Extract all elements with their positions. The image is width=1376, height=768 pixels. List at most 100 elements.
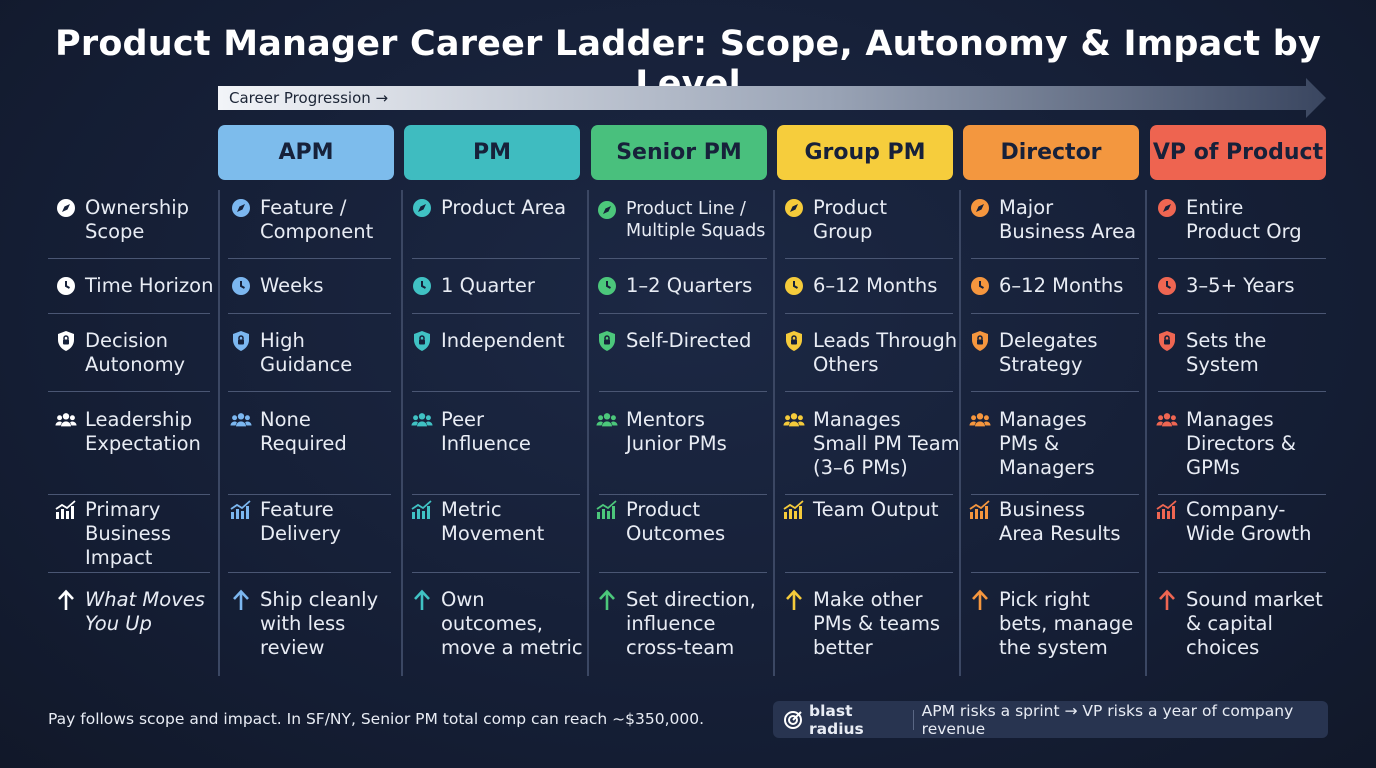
ladder-cell: Ship cleanly with less review: [230, 588, 410, 660]
clock-icon: [55, 274, 77, 298]
row-divider: [599, 258, 767, 259]
row-divider: [785, 258, 953, 259]
row-divider: [785, 572, 953, 573]
ladder-cell-text: Metric Movement: [441, 498, 545, 545]
row-divider: [228, 391, 391, 392]
level-header-apm: APM: [218, 125, 394, 180]
blast-radius-badge: blast radius APM risks a sprint → VP ris…: [773, 701, 1328, 738]
people-icon: [55, 408, 77, 432]
column-divider: [587, 190, 589, 676]
row-divider: [971, 313, 1139, 314]
target-icon: [783, 710, 803, 730]
ladder-cell-text: Major Business Area: [999, 196, 1137, 243]
ladder-cell: 6–12 Months: [783, 274, 963, 298]
ladder-cell-text: Mentors Junior PMs: [626, 408, 727, 455]
arrow-up-icon: [969, 588, 991, 612]
ladder-cell-text: Manages Directors & GPMs: [1186, 408, 1296, 479]
row-divider: [599, 494, 767, 495]
compass-icon: [230, 196, 252, 220]
row-divider: [412, 572, 580, 573]
row-label: What Moves You Up: [55, 588, 215, 636]
ladder-cell: Product Group: [783, 196, 963, 244]
ladder-cell-text: Product Line / Multiple Squads: [626, 199, 766, 241]
row-divider: [228, 572, 391, 573]
ladder-cell-text: Leads Through Others: [813, 329, 958, 376]
row-divider: [971, 391, 1139, 392]
column-divider: [218, 190, 220, 676]
arrow-up-icon: [596, 588, 618, 612]
ladder-cell: Manages Directors & GPMs: [1156, 408, 1326, 480]
row-divider: [971, 494, 1139, 495]
ladder-cell: Team Output: [783, 498, 963, 522]
ladder-cell: Product Outcomes: [596, 498, 776, 546]
row-divider: [971, 258, 1139, 259]
career-progression-label: Career Progression →: [229, 89, 389, 107]
ladder-cell: Metric Movement: [411, 498, 591, 546]
row-label-text: Ownership Scope: [85, 196, 189, 243]
ladder-cell-text: Manages Small PM Team (3–6 PMs): [813, 408, 960, 479]
ladder-cell: Pick right bets, manage the system: [969, 588, 1149, 660]
compass-icon: [969, 196, 991, 220]
shield-lock-icon: [411, 329, 433, 353]
ladder-cell: Feature Delivery: [230, 498, 410, 546]
row-divider: [228, 313, 391, 314]
row-label-text: Primary Business Impact: [85, 498, 171, 569]
clock-icon: [411, 274, 433, 298]
level-header-group-pm: Group PM: [777, 125, 953, 180]
ladder-cell: Company- Wide Growth: [1156, 498, 1326, 546]
row-divider: [228, 258, 391, 259]
ladder-cell: Major Business Area: [969, 196, 1149, 244]
ladder-cell-text: Sets the System: [1186, 329, 1267, 376]
row-divider: [1158, 494, 1326, 495]
ladder-cell-text: 1 Quarter: [441, 274, 535, 297]
badge-text: APM risks a sprint → VP risks a year of …: [921, 701, 1294, 738]
row-divider: [599, 391, 767, 392]
ladder-cell-text: High Guidance: [260, 329, 353, 376]
ladder-cell: 3–5+ Years: [1156, 274, 1326, 298]
ladder-cell-text: Entire Product Org: [1186, 196, 1302, 243]
people-icon: [1156, 408, 1178, 432]
compass-icon: [783, 196, 805, 220]
level-header-senior-pm: Senior PM: [591, 125, 767, 180]
shield-lock-icon: [1156, 329, 1178, 353]
shield-lock-icon: [596, 329, 618, 353]
level-header-pm: PM: [404, 125, 580, 180]
row-label-text: What Moves You Up: [85, 588, 205, 635]
ladder-cell-text: Make other PMs & teams better: [813, 588, 941, 659]
people-icon: [596, 408, 618, 432]
footer-note: Pay follows scope and impact. In SF/NY, …: [48, 710, 705, 728]
row-divider: [228, 494, 391, 495]
chart-up-icon: [411, 498, 433, 522]
arrow-up-icon: [783, 588, 805, 612]
row-divider: [971, 572, 1139, 573]
ladder-cell: Weeks: [230, 274, 410, 298]
row-divider: [412, 313, 580, 314]
badge-brand: blast radius: [809, 701, 864, 738]
ladder-cell-text: 1–2 Quarters: [626, 274, 753, 297]
row-divider: [48, 494, 210, 495]
row-divider: [1158, 313, 1326, 314]
ladder-cell-text: Feature / Component: [260, 196, 374, 243]
row-divider: [1158, 572, 1326, 573]
ladder-cell: Make other PMs & teams better: [783, 588, 963, 660]
career-progression-arrow: [218, 78, 1326, 118]
arrow-up-icon: [411, 588, 433, 612]
ladder-cell: Manages Small PM Team (3–6 PMs): [783, 408, 963, 480]
ladder-cell-text: Company- Wide Growth: [1186, 498, 1312, 545]
row-label: Decision Autonomy: [55, 329, 215, 377]
column-divider: [1145, 190, 1147, 676]
ladder-cell: Self-Directed: [596, 329, 776, 353]
row-divider: [412, 391, 580, 392]
ladder-cell: Set direction, influence cross-team: [596, 588, 776, 660]
ladder-cell-text: 3–5+ Years: [1186, 274, 1295, 297]
arrow-up-icon: [1156, 588, 1178, 612]
ladder-cell: Mentors Junior PMs: [596, 408, 776, 456]
compass-icon: [596, 198, 618, 222]
row-divider: [412, 258, 580, 259]
row-label: Time Horizon: [55, 274, 215, 298]
chart-up-icon: [783, 498, 805, 522]
ladder-cell-text: None Required: [260, 408, 347, 455]
ladder-cell: 6–12 Months: [969, 274, 1149, 298]
ladder-cell: Delegates Strategy: [969, 329, 1149, 377]
row-label-text: Decision Autonomy: [85, 329, 186, 376]
